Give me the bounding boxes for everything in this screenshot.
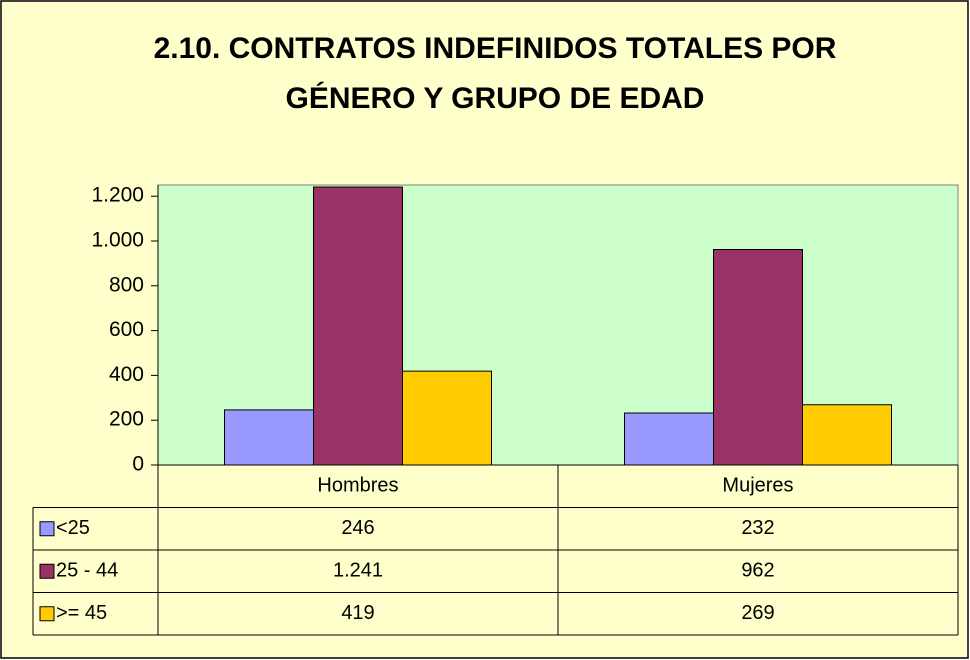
chart-title: GÉNERO Y GRUPO DE EDAD <box>286 81 705 115</box>
y-tick-label: 800 <box>109 273 144 296</box>
legend-label: 25 - 44 <box>56 560 118 582</box>
legend-label: <25 <box>56 517 90 539</box>
bar <box>802 404 892 466</box>
data-label: 246 <box>341 517 374 539</box>
data-label: 962 <box>741 560 774 582</box>
y-tick-label: 600 <box>109 318 144 341</box>
bar <box>224 409 314 466</box>
data-label: 1.241 <box>333 560 383 582</box>
bar <box>402 370 492 466</box>
x-tick-label: Mujeres <box>722 475 793 497</box>
chart-title: 2.10. CONTRATOS INDEFINIDOS TOTALES POR <box>154 32 837 65</box>
legend-label: >= 45 <box>56 602 107 624</box>
data-label: 419 <box>341 602 374 624</box>
bar <box>713 249 803 466</box>
data-label: 232 <box>741 517 774 539</box>
x-tick-label: Hombres <box>317 475 398 497</box>
legend-key <box>39 563 55 579</box>
data-label: 269 <box>741 602 774 624</box>
legend-key <box>39 606 55 622</box>
bar <box>313 186 403 466</box>
y-tick-label: 0 <box>132 453 144 476</box>
y-tick-label: 1.000 <box>91 229 144 252</box>
y-tick-label: 1.200 <box>91 184 144 207</box>
bar <box>624 412 714 466</box>
legend-key <box>39 521 55 537</box>
y-tick-label: 400 <box>109 363 144 386</box>
y-tick-label: 200 <box>109 408 144 431</box>
